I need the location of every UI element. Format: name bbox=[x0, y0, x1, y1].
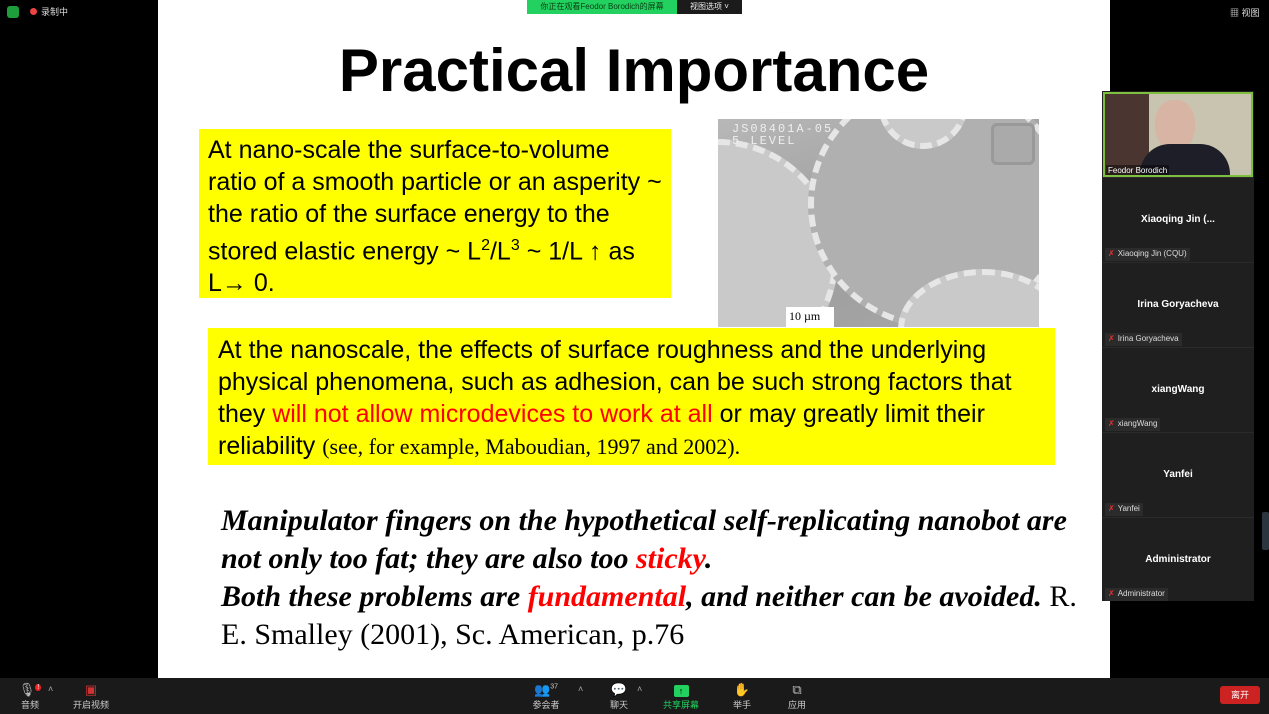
participant-name-tag: ✗ Yanfei bbox=[1105, 503, 1143, 516]
participants-options-chevron-icon[interactable]: ˄ bbox=[578, 684, 584, 694]
participant-display-name: Yanfei bbox=[1163, 469, 1193, 480]
text: Both these problems are bbox=[221, 580, 528, 613]
recording-dot-icon bbox=[30, 8, 37, 15]
slide-title: Practical Importance bbox=[338, 37, 930, 104]
hand-icon: ✋ bbox=[733, 682, 751, 697]
participant-name-tag: ✗ xiangWang bbox=[1105, 418, 1161, 431]
mic-muted-icon: ✗ bbox=[1108, 419, 1115, 428]
viewing-screen-banner: 你正在观看Feodor Borodich的屏幕 bbox=[527, 0, 677, 14]
share-screen-icon: ↑ bbox=[656, 682, 706, 698]
participant-name-tag: ✗ Irina Goryacheva bbox=[1105, 333, 1182, 346]
label: 音频 bbox=[20, 700, 39, 710]
audio-warning-badge: ! bbox=[35, 683, 42, 691]
chat-button[interactable]: 💬 聊天 bbox=[594, 682, 644, 711]
name: Administrator bbox=[1117, 589, 1165, 598]
name: xiangWang bbox=[1117, 419, 1158, 428]
citation: R. E. Smalley (2001), Sc. American, p.76 bbox=[221, 580, 1077, 651]
participant-name-tag: ✗ Xiaoqing Jin (CQU) bbox=[1105, 248, 1190, 261]
surface-volume-box: At nano-scale the surface-to-volume rati… bbox=[199, 129, 671, 298]
roughness-box: At the nanoscale, the effects of surface… bbox=[208, 328, 1055, 465]
shared-screen-slide: Practical Importance At nano-scale the s… bbox=[158, 0, 1110, 678]
participant-display-name: Irina Goryacheva bbox=[1137, 299, 1219, 310]
meeting-toolbar: 🎙! 音频 ˄ ▣ 开启视频 👥37 参会者 ˄ 💬 聊天 ˄ ↑ 共享屏幕 ✋ 举手 ⧉ 应… bbox=[0, 678, 1269, 714]
participant-name-tag: ✗ Administrator bbox=[1105, 588, 1168, 601]
participant-count: 37 bbox=[550, 683, 558, 691]
text: /L bbox=[489, 237, 511, 266]
speaker-video-figure bbox=[1140, 144, 1230, 175]
chat-options-chevron-icon[interactable]: ˄ bbox=[637, 684, 643, 694]
text: . bbox=[704, 542, 713, 575]
sandia-logo bbox=[991, 123, 1035, 165]
mic-muted-icon: ✗ bbox=[1108, 589, 1115, 598]
audio-options-chevron-icon[interactable]: ˄ bbox=[48, 684, 54, 694]
chat-bubble-icon: 💬 bbox=[610, 682, 628, 697]
raise-hand-button[interactable]: ✋ 举手 bbox=[717, 682, 767, 711]
label: 聊天 bbox=[609, 700, 628, 710]
participant-display-name: Xiaoqing Jin (... bbox=[1141, 214, 1215, 225]
view-options-button[interactable]: 视图选项 ˅ bbox=[677, 0, 742, 14]
mic-muted-icon: ✗ bbox=[1108, 334, 1115, 343]
sem-micrograph-gears: JS08401A-05 5 LEVEL 10 µm bbox=[718, 119, 1039, 327]
label: JS08401A-05 bbox=[732, 122, 834, 136]
participants-button[interactable]: 👥37 参会者 bbox=[521, 682, 571, 711]
view-label: 视图 bbox=[1241, 8, 1260, 18]
label: 应用 bbox=[787, 700, 806, 710]
name: Xiaoqing Jin (CQU) bbox=[1117, 249, 1187, 258]
micrograph-label: JS08401A-05 5 LEVEL bbox=[732, 123, 833, 147]
share-screen-button[interactable]: ↑ 共享屏幕 bbox=[656, 682, 706, 711]
speaker-name-tag: Feodor Borodich bbox=[1106, 165, 1170, 175]
name: Yanfei bbox=[1117, 504, 1140, 513]
security-shield-icon[interactable] bbox=[7, 6, 19, 18]
mic-muted-icon: ✗ bbox=[1108, 249, 1115, 258]
smalley-quote: Manipulator fingers on the hypothetical … bbox=[221, 502, 1101, 654]
audio-button[interactable]: 🎙! 音频 bbox=[5, 682, 55, 711]
label: 5 LEVEL bbox=[732, 134, 797, 148]
text: , and neither can be avoided. bbox=[686, 580, 1042, 613]
participant-tile[interactable]: Irina Goryacheva ✗ Irina Goryacheva bbox=[1102, 262, 1254, 347]
apps-icon: ⧉ bbox=[792, 682, 802, 697]
emphasis-text: fundamental bbox=[527, 580, 687, 613]
start-video-button[interactable]: ▣ 开启视频 bbox=[66, 682, 116, 711]
participant-display-name: Administrator bbox=[1145, 554, 1211, 565]
label: 举手 bbox=[732, 700, 751, 710]
label: 共享屏幕 bbox=[662, 700, 699, 710]
view-options-label: 视图选项 bbox=[690, 2, 723, 11]
text: At nano-scale the surface-to-volume rati… bbox=[208, 136, 662, 266]
scale-bar: 10 µm bbox=[786, 307, 834, 327]
name: Irina Goryacheva bbox=[1117, 334, 1179, 343]
label: 参会者 bbox=[532, 700, 560, 710]
active-speaker-video[interactable]: Feodor Borodich bbox=[1103, 92, 1253, 177]
speaker-video-figure bbox=[1155, 100, 1195, 150]
video-off-icon: ▣ bbox=[84, 682, 98, 697]
chevron-down-icon: ˅ bbox=[724, 2, 729, 11]
microphone-icon: 🎙! bbox=[18, 682, 42, 697]
label: 开启视频 bbox=[72, 700, 109, 710]
mic-muted-icon: ✗ bbox=[1108, 504, 1115, 513]
leave-meeting-button[interactable]: 离开 bbox=[1220, 686, 1260, 704]
text: or may greatly limit their reliability bbox=[218, 400, 985, 460]
text: At the nanoscale, the effects of surface… bbox=[218, 336, 1012, 428]
participant-tile[interactable]: xiangWang ✗ xiangWang bbox=[1102, 347, 1254, 432]
superscript: 3 bbox=[510, 237, 520, 254]
participant-display-name: xiangWang bbox=[1151, 384, 1205, 395]
recording-label: 录制中 bbox=[41, 7, 69, 17]
text: Manipulator fingers on the hypothetical … bbox=[221, 504, 1067, 575]
participant-tile[interactable]: Yanfei ✗ Yanfei bbox=[1102, 432, 1254, 517]
participants-icon: 👥37 bbox=[534, 682, 558, 697]
superscript: 2 bbox=[481, 237, 490, 254]
gallery-resize-handle[interactable] bbox=[1262, 512, 1269, 550]
participant-tile[interactable]: Xiaoqing Jin (... ✗ Xiaoqing Jin (CQU) bbox=[1102, 177, 1254, 262]
text: ~ 1/L ↑ as L→ 0. bbox=[208, 237, 635, 298]
grid-icon: ▦ bbox=[1230, 8, 1240, 18]
recording-indicator[interactable]: 录制中 bbox=[30, 5, 68, 18]
apps-button[interactable]: ⧉ 应用 bbox=[772, 682, 822, 711]
emphasis-text: will not allow microdevices to work at a… bbox=[272, 400, 713, 428]
participant-tile[interactable]: Administrator ✗ Administrator bbox=[1102, 517, 1254, 602]
emphasis-text: sticky bbox=[636, 542, 705, 575]
view-button[interactable]: ▦ 视图 bbox=[1230, 6, 1260, 19]
citation: (see, for example, Maboudian, 1997 and 2… bbox=[322, 434, 741, 459]
